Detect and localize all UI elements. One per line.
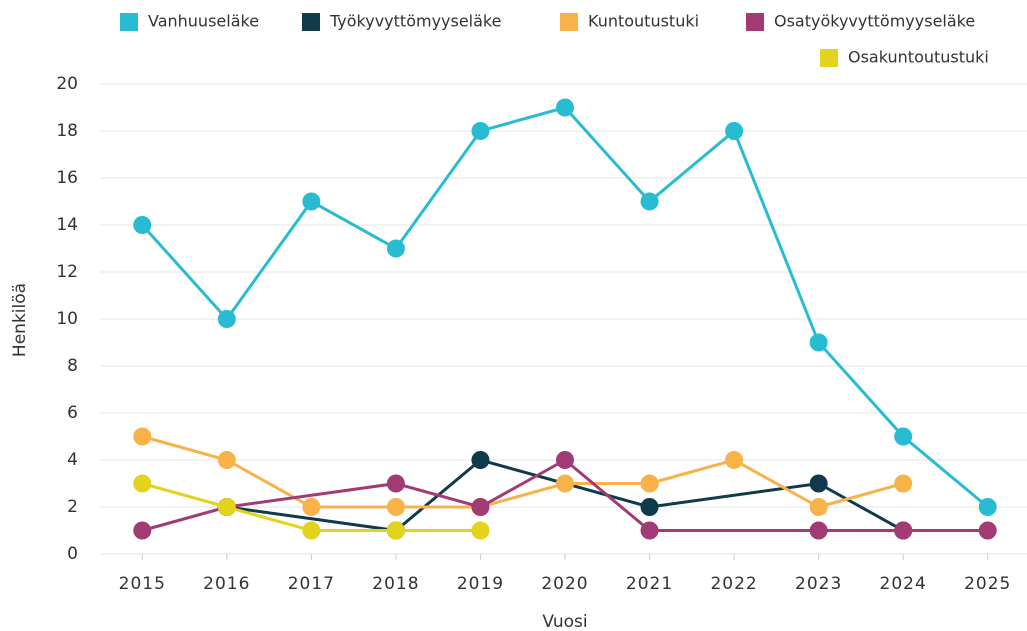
- data-point: [302, 192, 321, 211]
- data-point: [471, 122, 490, 140]
- legend-label[interactable]: Kuntoutustuki: [588, 12, 699, 31]
- legend-swatch[interactable]: [302, 13, 320, 31]
- y-tick-label: 10: [56, 309, 78, 329]
- data-point: [809, 474, 828, 493]
- x-tick-label: 2024: [880, 574, 927, 594]
- x-tick-label: 2017: [288, 574, 335, 594]
- data-point: [471, 451, 490, 469]
- x-tick-label: 2018: [372, 574, 419, 594]
- data-point: [302, 498, 321, 516]
- data-point: [640, 192, 659, 211]
- data-point: [133, 474, 152, 493]
- legend-label[interactable]: Työkyvyttömyyseläke: [329, 12, 501, 31]
- legend-swatch[interactable]: [560, 13, 578, 31]
- y-tick-label: 4: [67, 450, 78, 470]
- data-point: [556, 451, 574, 469]
- data-point: [725, 451, 744, 469]
- x-tick-label: 2020: [541, 574, 588, 594]
- data-point: [217, 498, 236, 516]
- data-point: [978, 521, 997, 540]
- data-point: [725, 122, 744, 140]
- y-tick-label: 6: [67, 403, 78, 423]
- data-point: [809, 498, 828, 516]
- y-axis-title: Henkilöä: [10, 283, 30, 357]
- data-point: [640, 474, 659, 493]
- data-point: [386, 498, 405, 516]
- series-line: [226, 458, 904, 533]
- data-point: [471, 498, 490, 516]
- data-point: [302, 521, 321, 540]
- series-line: [141, 105, 989, 509]
- data-point: [556, 474, 574, 493]
- data-point: [386, 521, 405, 540]
- x-tick-label: 2023: [795, 574, 842, 594]
- data-point: [894, 427, 913, 446]
- data-point: [894, 521, 913, 540]
- data-point: [471, 521, 490, 540]
- series-line: [141, 435, 904, 509]
- legend-swatch[interactable]: [820, 49, 838, 67]
- legend-label[interactable]: Osatyökyvyttömyyseläke: [774, 12, 975, 31]
- legend-label[interactable]: Vanhuuseläke: [148, 12, 259, 31]
- y-tick-label: 20: [56, 74, 78, 94]
- data-point: [386, 474, 405, 493]
- data-point: [386, 239, 405, 258]
- x-tick-label: 2015: [119, 574, 166, 594]
- data-point: [809, 521, 828, 540]
- legend-label[interactable]: Osakuntoutustuki: [848, 48, 989, 67]
- x-tick-label: 2025: [964, 574, 1011, 594]
- x-tick-label: 2022: [710, 574, 757, 594]
- data-point: [133, 216, 152, 234]
- legend-swatch[interactable]: [120, 13, 138, 31]
- y-tick-label: 18: [56, 121, 78, 141]
- legend-swatch[interactable]: [746, 13, 764, 31]
- y-tick-label: 2: [67, 497, 78, 517]
- data-point: [978, 498, 997, 516]
- y-tick-label: 0: [67, 544, 78, 564]
- y-tick-label: 8: [67, 356, 78, 376]
- data-point: [894, 474, 913, 493]
- x-tick-label: 2021: [626, 574, 673, 594]
- data-point: [809, 333, 828, 352]
- x-axis-title: Vuosi: [542, 612, 587, 631]
- y-tick-label: 14: [56, 215, 78, 235]
- data-point: [133, 521, 152, 540]
- data-point: [217, 451, 236, 469]
- x-tick-label: 2016: [203, 574, 250, 594]
- data-point: [556, 98, 574, 117]
- data-point: [640, 521, 659, 540]
- data-point: [133, 427, 152, 446]
- y-tick-label: 12: [56, 262, 78, 282]
- data-point: [640, 498, 659, 516]
- x-tick-label: 2019: [457, 574, 504, 594]
- y-tick-label: 16: [56, 168, 78, 188]
- data-point: [217, 310, 236, 328]
